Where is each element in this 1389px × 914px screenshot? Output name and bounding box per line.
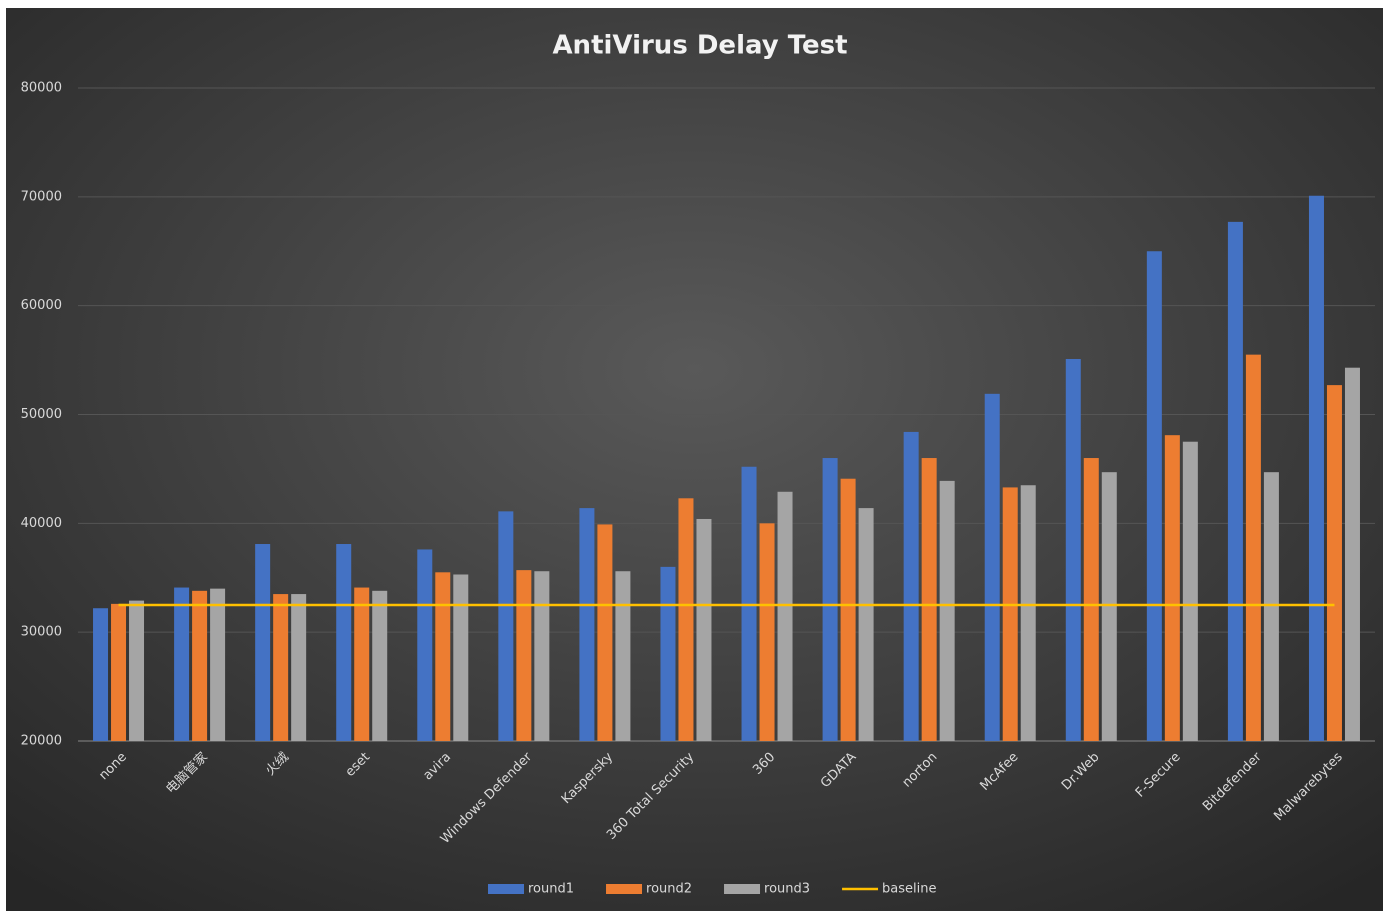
- bar: [192, 590, 208, 741]
- bar: [372, 590, 388, 741]
- bar: [1146, 251, 1162, 741]
- bar: [840, 478, 856, 741]
- bar: [777, 491, 793, 741]
- bar: [984, 393, 1000, 741]
- legend-label: baseline: [882, 882, 936, 897]
- bar: [1344, 367, 1360, 741]
- bar: [273, 594, 289, 741]
- bar: [1002, 487, 1018, 741]
- legend-swatch: [606, 884, 643, 894]
- bar: [921, 458, 937, 741]
- bar: [759, 523, 775, 741]
- bar: [336, 544, 352, 741]
- bar: [1065, 358, 1081, 741]
- bar: [435, 572, 451, 741]
- legend-label: round2: [646, 882, 692, 897]
- y-tick-label: 60000: [21, 298, 62, 313]
- bar: [255, 544, 271, 741]
- bar: [354, 587, 370, 741]
- y-tick-label: 30000: [21, 625, 62, 640]
- bar: [516, 570, 532, 741]
- y-tick-label: 40000: [21, 516, 62, 531]
- bar: [174, 587, 190, 741]
- bar: [1182, 441, 1198, 741]
- bar: [210, 588, 226, 741]
- bar: [903, 431, 919, 741]
- y-tick-label: 50000: [21, 407, 62, 422]
- bar: [453, 574, 469, 741]
- y-tick-label: 70000: [21, 189, 62, 204]
- bar: [111, 603, 127, 741]
- legend-label: round1: [528, 882, 574, 897]
- bar: [597, 524, 613, 741]
- bar: [1020, 485, 1036, 741]
- bar: [579, 508, 595, 741]
- y-tick-label: 20000: [21, 734, 62, 749]
- legend-swatch: [724, 884, 761, 894]
- bar: [939, 480, 955, 741]
- bar: [129, 600, 145, 741]
- bar: [498, 511, 514, 741]
- bar: [660, 566, 676, 741]
- bar: [1308, 195, 1324, 741]
- legend-swatch: [488, 884, 524, 894]
- bar: [291, 594, 307, 741]
- bar: [93, 608, 109, 741]
- bar: [1263, 472, 1279, 741]
- bar: [1164, 435, 1180, 741]
- bar: [1083, 458, 1099, 741]
- y-tick-label: 80000: [21, 81, 62, 96]
- bar: [1227, 221, 1243, 742]
- chart-title: AntiVirus Delay Test: [552, 31, 847, 61]
- bar: [678, 498, 694, 741]
- bar: [822, 458, 838, 741]
- bar: [417, 549, 433, 741]
- bar: [1245, 354, 1261, 741]
- legend-label: round3: [764, 882, 810, 897]
- bar: [534, 571, 550, 741]
- bar: [858, 508, 874, 741]
- bar: [1101, 472, 1117, 741]
- bar: [1326, 385, 1342, 741]
- bar: [696, 518, 712, 741]
- bar: [615, 571, 631, 741]
